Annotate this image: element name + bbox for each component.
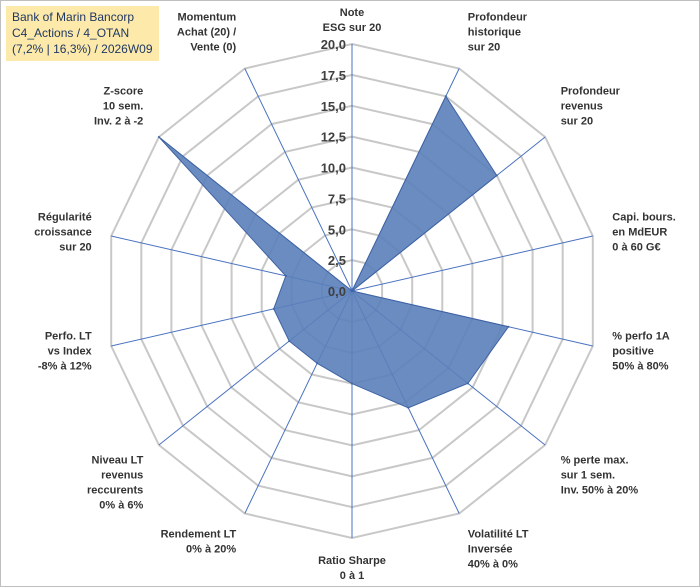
axis-label-line: Niveau LT (92, 455, 144, 467)
axis-label-line: revenus (561, 101, 603, 113)
tick-label: 7,5 (328, 191, 346, 206)
data-point (407, 406, 410, 409)
axis-label: Momentum Achat (20) / Vente (0) (177, 11, 237, 53)
tick-label: 15,0 (321, 99, 346, 114)
axis-label: Perfo. LT vs Index -8% à 12% (38, 330, 93, 372)
axis-label: Volatilité LT Inversée 40% à 0% (468, 529, 529, 571)
axis-label-line: Inversée (468, 544, 513, 556)
axis-label-line: sur 20 (468, 41, 500, 53)
data-point (507, 325, 510, 328)
axis-label-line: Rendement LT (161, 529, 237, 541)
tick-label: 17,5 (321, 68, 346, 83)
axis-label: Z-score 10 sem. Inv. 2 à -2 (94, 86, 143, 128)
axis-label: Profondeur historique sur 20 (468, 11, 528, 53)
axis-label-line: ESG sur 20 (323, 22, 382, 34)
performance-week: (7,2% | 16,3%) / 2026W09 (12, 42, 153, 56)
axis-label-line: % perfo 1A (612, 330, 670, 342)
axis-label-line: 40% à 0% (468, 559, 518, 571)
axis-label-line: en MdEUR (612, 227, 667, 239)
axis-label-line: Volatilité LT (468, 529, 529, 541)
axis-label-line: sur 1 sem. (561, 470, 615, 482)
axis-label-line: Inv. 50% à 20% (561, 485, 639, 497)
data-point (157, 136, 160, 138)
axis-label: % perte max. sur 1 sem. Inv. 50% à 20% (561, 455, 639, 497)
axis-label-line: % perte max. (561, 455, 629, 467)
axis-label-line: reccurents (87, 485, 143, 497)
data-point (495, 174, 498, 177)
axis-label-line: 0% à 20% (186, 544, 236, 556)
info-box: Bank of Marin Bancorp C4_Actions / 4_OTA… (6, 6, 159, 61)
data-point (288, 340, 291, 343)
axis-label: % perfo 1A positive 50% à 80% (612, 330, 670, 372)
axis-label-line: -8% à 12% (38, 360, 92, 372)
data-point (351, 382, 353, 385)
tick-label: 2,5 (328, 253, 346, 268)
axis-label-line: Profondeur (468, 11, 528, 23)
axis-label-line: Capi. bours. (612, 212, 676, 224)
axis-label: Rendement LT 0% à 20% (161, 529, 237, 556)
data-point (272, 307, 275, 310)
data-point (466, 382, 469, 385)
axis-label-line: 0 à 60 G€ (612, 242, 660, 254)
axis-label: Régularité croissance sur 20 (34, 212, 91, 254)
tick-label: 5,0 (328, 222, 346, 237)
data-point (284, 274, 287, 277)
axis-label: Capi. bours. en MdEUR 0 à 60 G€ (612, 212, 676, 254)
axis-label-line: vs Index (48, 345, 93, 357)
data-point (351, 290, 353, 292)
axis-label-line: 0% à 6% (99, 500, 143, 512)
axis-spoke (351, 235, 593, 292)
axis-label-line: sur 20 (561, 116, 593, 128)
axis-label-line: Note (340, 7, 364, 19)
axis-label: Ratio Sharpe 0 à 1 (318, 555, 386, 582)
axis-label: Niveau LT revenus reccurents 0% à 6% (87, 455, 144, 512)
company-name: Bank of Marin Bancorp (12, 10, 135, 24)
data-point (316, 362, 319, 365)
axis-label-line: Régularité (38, 212, 92, 224)
data-point (444, 95, 447, 98)
axis-label-line: Perfo. LT (45, 330, 92, 342)
portfolio-path: C4_Actions / 4_OTAN (12, 26, 130, 40)
axis-label: Note ESG sur 20 (323, 7, 382, 34)
axis-label-line: 10 sem. (103, 101, 143, 113)
axis-spoke (244, 68, 353, 292)
axis-label-line: Achat (20) / (177, 26, 236, 38)
tick-label: 10,0 (321, 161, 346, 176)
axis-label-line: Inv. 2 à -2 (94, 116, 143, 128)
axis-label-line: sur 20 (59, 242, 91, 254)
tick-label: 20,0 (321, 37, 346, 52)
tick-label: 0,0 (328, 284, 346, 299)
axis-label-line: historique (468, 26, 521, 38)
axis-label-line: Momentum (178, 11, 237, 23)
axis-label: Profondeur revenus sur 20 (561, 86, 621, 128)
axis-label-line: Vente (0) (190, 41, 236, 53)
axis-label-line: 0 à 1 (340, 570, 364, 582)
axis-label-line: croissance (34, 227, 91, 239)
axis-label-line: positive (612, 345, 654, 357)
axis-label-line: 50% à 80% (612, 360, 668, 372)
axis-label-line: Z-score (104, 86, 144, 98)
data-series-area (158, 95, 510, 409)
axis-label-line: Ratio Sharpe (318, 555, 386, 567)
axis-label-line: revenus (101, 470, 143, 482)
tick-label: 12,5 (321, 130, 346, 145)
axis-label-line: Profondeur (561, 86, 621, 98)
